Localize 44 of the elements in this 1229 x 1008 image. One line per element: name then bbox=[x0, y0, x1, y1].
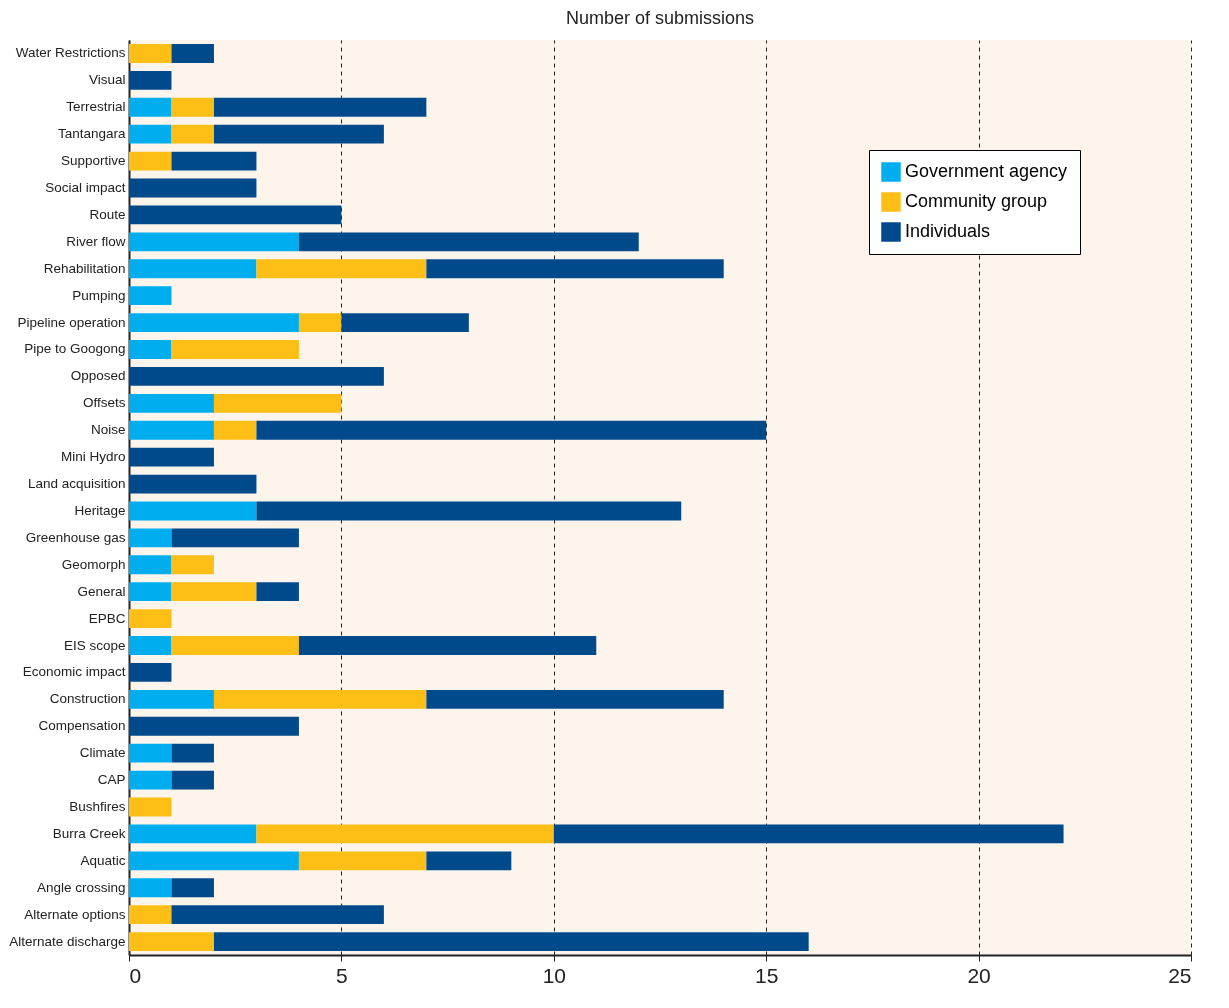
y-tick-label: Land acquisition bbox=[27, 476, 126, 492]
y-tick-label: Construction bbox=[49, 691, 126, 707]
y-tick-label: Opposed bbox=[70, 368, 126, 384]
x-tick-label: 10 bbox=[542, 963, 566, 987]
legend-label: Community group bbox=[905, 191, 1048, 211]
y-tick-label: River flow bbox=[66, 233, 126, 249]
y-tick-label: Offsets bbox=[82, 395, 126, 411]
x-tick-label: 20 bbox=[967, 963, 991, 987]
legend-label: Government agency bbox=[905, 161, 1068, 181]
y-tick-label: Water Restrictions bbox=[15, 45, 126, 61]
y-tick-label: Heritage bbox=[74, 502, 126, 518]
y-tick-label: Visual bbox=[88, 72, 126, 88]
y-tick-label: Rehabilitation bbox=[43, 260, 126, 276]
y-tick-label: Pipeline operation bbox=[17, 314, 126, 330]
y-tick-label: Pipe to Googong bbox=[24, 341, 126, 357]
y-tick-label: Bushfires bbox=[69, 798, 126, 814]
y-tick-label: Tantangara bbox=[57, 126, 126, 142]
y-tick-label: Compensation bbox=[38, 718, 126, 734]
x-tick-label: 15 bbox=[755, 963, 779, 987]
y-tick-label: Pumping bbox=[72, 287, 126, 303]
y-tick-label: Alternate options bbox=[24, 906, 126, 922]
y-tick-label: Alternate discharge bbox=[9, 933, 126, 949]
x-axis-title: Number of submissions bbox=[565, 8, 755, 28]
y-tick-label: Route bbox=[89, 206, 126, 222]
y-tick-label: General bbox=[77, 583, 126, 599]
legend-label: Individuals bbox=[905, 221, 991, 241]
y-tick-label: Social impact bbox=[45, 180, 126, 196]
y-tick-label: Angle crossing bbox=[36, 879, 126, 895]
x-tick-label: 25 bbox=[1168, 963, 1192, 987]
y-tick-label: EPBC bbox=[88, 610, 126, 626]
y-tick-label: CAP bbox=[97, 772, 126, 788]
y-tick-label: Climate bbox=[79, 745, 126, 761]
y-tick-label: Economic impact bbox=[22, 664, 126, 680]
y-tick-label: Supportive bbox=[60, 153, 126, 169]
x-tick-label: 0 bbox=[129, 963, 142, 987]
y-tick-label: EIS scope bbox=[63, 637, 126, 653]
y-tick-label: Terrestrial bbox=[66, 99, 126, 115]
y-tick-label: Burra Creek bbox=[52, 825, 126, 841]
y-tick-label: Greenhouse gas bbox=[25, 529, 126, 545]
y-tick-label: Aquatic bbox=[80, 852, 126, 868]
y-tick-label: Mini Hydro bbox=[60, 449, 126, 465]
x-tick-label: 5 bbox=[336, 963, 348, 987]
y-tick-label: Geomorph bbox=[61, 556, 126, 572]
y-tick-label: Noise bbox=[90, 422, 126, 438]
